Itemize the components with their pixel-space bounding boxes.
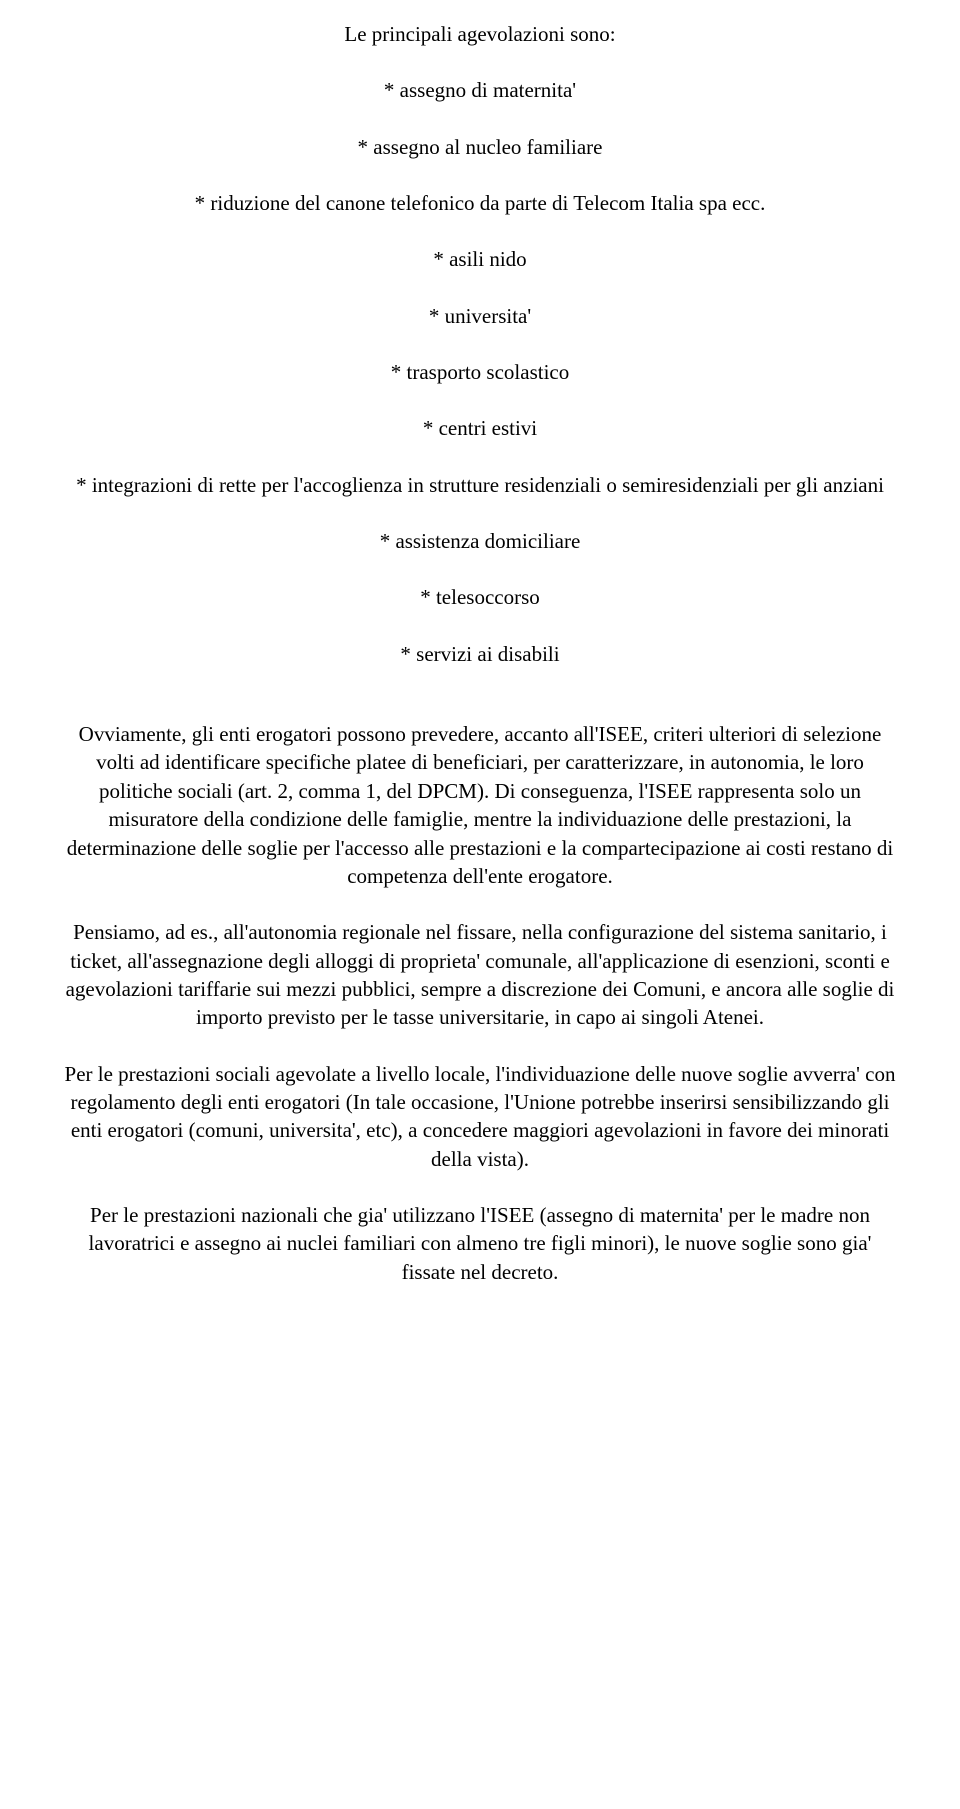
body-paragraph: Ovviamente, gli enti erogatori possono p… [60,720,900,890]
bullet-item: * assegno al nucleo familiare [60,133,900,161]
bullet-item: * trasporto scolastico [60,358,900,386]
bullet-item: * assegno di maternita' [60,76,900,104]
spacer [60,696,900,720]
bullet-item: * riduzione del canone telefonico da par… [60,189,900,217]
body-paragraph: Per le prestazioni sociali agevolate a l… [60,1060,900,1173]
bullet-item: * centri estivi [60,414,900,442]
body-paragraph: Per le prestazioni nazionali che gia' ut… [60,1201,900,1286]
body-paragraph: Pensiamo, ad es., all'autonomia regional… [60,918,900,1031]
intro-line: Le principali agevolazioni sono: [60,20,900,48]
bullet-item: * telesoccorso [60,583,900,611]
bullet-item: * integrazioni di rette per l'accoglienz… [60,471,900,499]
bullet-item: * servizi ai disabili [60,640,900,668]
bullet-item: * universita' [60,302,900,330]
document-page: Le principali agevolazioni sono: * asseg… [0,0,960,1354]
bullet-item: * assistenza domiciliare [60,527,900,555]
bullet-item: * asili nido [60,245,900,273]
